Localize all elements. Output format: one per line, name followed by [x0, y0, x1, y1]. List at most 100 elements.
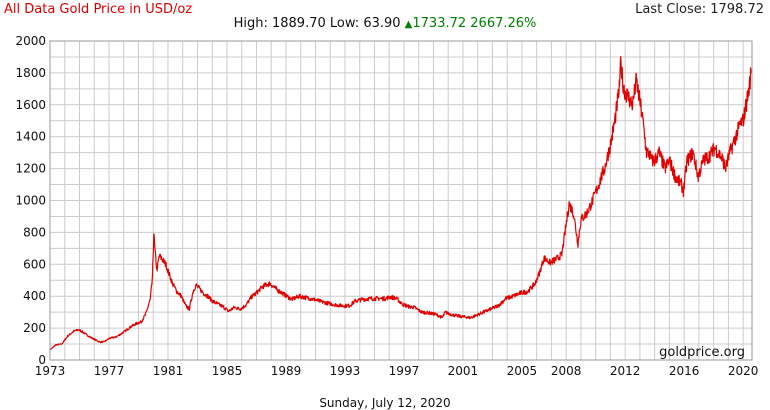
data-point — [154, 251, 155, 252]
data-point — [683, 190, 684, 191]
data-point — [377, 298, 378, 299]
data-point — [78, 329, 79, 330]
x-axis-ticks: 1973 1977 1981 1985 1989 1993 1997 2001 2005 2008… — [35, 364, 759, 378]
data-point — [651, 160, 652, 161]
data-point — [555, 259, 556, 260]
change-percent: 2667.26% — [470, 16, 537, 31]
high-label: High: — [233, 16, 268, 31]
data-point — [145, 313, 146, 314]
data-point — [577, 243, 578, 244]
last-close-value: Last Close: 1798.72 — [635, 2, 764, 17]
data-point — [123, 331, 124, 332]
data-point — [198, 288, 199, 289]
data-point — [355, 300, 356, 301]
y-tick-label: 1600 — [15, 98, 46, 112]
y-tick-label: 2000 — [15, 34, 46, 48]
x-tick-label: 2012 — [610, 364, 641, 378]
data-point — [646, 152, 647, 153]
data-point — [195, 284, 196, 285]
data-point — [136, 323, 137, 324]
data-point — [181, 296, 182, 297]
data-point — [735, 136, 736, 137]
x-tick-label: 2016 — [669, 364, 700, 378]
data-point — [715, 147, 716, 148]
data-point — [150, 299, 151, 300]
data-point — [369, 298, 370, 299]
data-point — [750, 73, 751, 74]
data-point — [464, 316, 465, 317]
data-point — [306, 297, 307, 298]
price-series-points — [49, 63, 751, 351]
data-point — [636, 80, 637, 81]
data-point — [592, 200, 593, 201]
y-tick-label: 0 — [38, 353, 46, 367]
data-point — [725, 168, 726, 169]
y-tick-label: 600 — [23, 257, 46, 271]
data-point — [709, 155, 710, 156]
data-point — [104, 341, 105, 342]
chart-title: All Data Gold Price in USD/oz — [4, 2, 193, 17]
data-point — [277, 289, 278, 290]
data-point — [108, 338, 109, 339]
data-point — [543, 257, 544, 258]
data-point — [642, 120, 643, 121]
data-point — [604, 168, 605, 169]
data-point — [384, 298, 385, 299]
data-point — [436, 314, 437, 315]
data-point — [165, 264, 166, 265]
data-point — [396, 298, 397, 299]
data-point — [212, 300, 213, 301]
data-point — [299, 296, 300, 297]
change-absolute: 1733.72 — [412, 16, 467, 31]
data-point — [61, 343, 62, 344]
y-tick-label: 1400 — [15, 130, 46, 144]
data-point — [619, 88, 620, 89]
data-point — [256, 292, 257, 293]
data-point — [131, 326, 132, 327]
data-point — [628, 96, 629, 97]
data-point — [748, 88, 749, 89]
data-point — [669, 160, 670, 161]
data-point — [55, 344, 56, 345]
x-tick-label: 1973 — [35, 364, 66, 378]
data-point — [343, 305, 344, 306]
data-point — [408, 306, 409, 307]
y-tick-label: 1800 — [15, 66, 46, 80]
x-tick-label: 1981 — [153, 364, 184, 378]
y-tick-label: 400 — [23, 289, 46, 303]
x-tick-label: 2008 — [551, 364, 582, 378]
data-point — [414, 307, 415, 308]
data-point — [234, 307, 235, 308]
date-footer: Sunday, July 12, 2020 — [319, 396, 451, 410]
data-point — [520, 292, 521, 293]
data-point — [328, 303, 329, 304]
data-point — [421, 312, 422, 313]
x-tick-label: 2020 — [728, 364, 759, 378]
data-point — [681, 184, 682, 185]
data-point — [159, 256, 160, 257]
data-point — [218, 304, 219, 305]
data-point — [729, 152, 730, 153]
data-point — [185, 305, 186, 306]
y-tick-label: 200 — [23, 321, 46, 335]
data-point — [89, 336, 90, 337]
price-stats: High: 1889.70 Low: 63.90 ▲1733.72 2667.2… — [0, 16, 770, 31]
low-value: 63.90 — [363, 16, 401, 31]
x-tick-label: 1977 — [94, 364, 125, 378]
data-point — [687, 160, 688, 161]
data-point — [167, 270, 168, 271]
data-point — [610, 144, 611, 145]
x-tick-label: 1989 — [271, 364, 302, 378]
data-point — [141, 321, 142, 322]
data-point — [623, 88, 624, 89]
data-point — [284, 294, 285, 295]
data-point — [67, 335, 68, 336]
data-point — [458, 316, 459, 317]
data-point — [498, 305, 499, 306]
data-point — [648, 152, 649, 153]
x-tick-label: 1997 — [389, 364, 420, 378]
data-point — [483, 312, 484, 313]
data-point — [313, 299, 314, 300]
data-point — [539, 272, 540, 273]
